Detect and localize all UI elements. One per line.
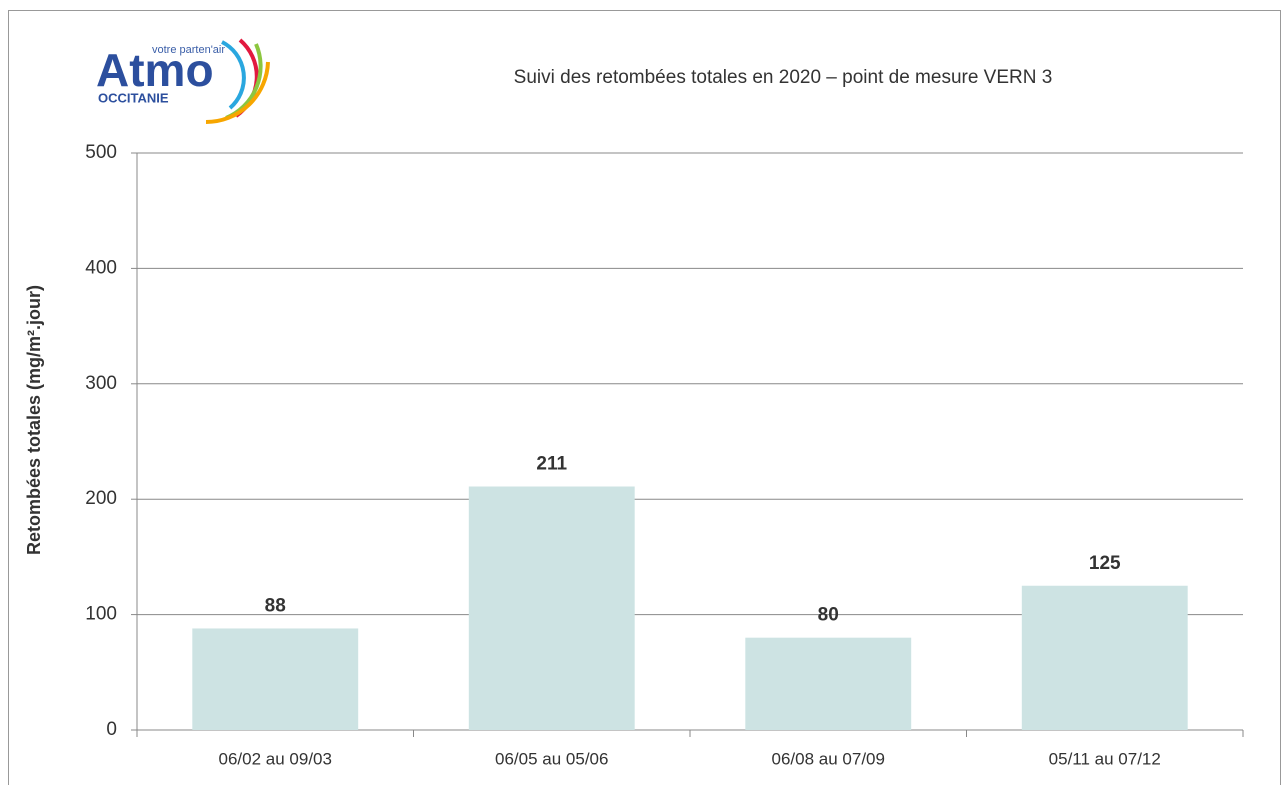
bar (468, 486, 635, 730)
data-label: 80 (818, 605, 839, 626)
frame (8, 10, 1281, 785)
y-tick-label: 0 (106, 719, 117, 740)
bar (745, 637, 912, 730)
x-tick-label: 06/08 au 07/09 (772, 749, 885, 768)
y-tick-label: 200 (85, 488, 117, 509)
y-tick-label: 500 (85, 142, 117, 163)
data-label: 125 (1089, 553, 1121, 574)
y-tick-label: 400 (85, 257, 117, 278)
logo-name: Atmo (96, 44, 214, 96)
logo-arc (205, 61, 270, 124)
data-label: 211 (536, 454, 567, 475)
data-label: 88 (265, 595, 286, 616)
logo-region: OCCITANIE (98, 90, 169, 105)
x-tick-label: 06/02 au 09/03 (219, 749, 332, 768)
logo-arc (221, 40, 246, 110)
bar (1021, 585, 1188, 730)
y-axis-label: Retombées totales (mg/m².jour) (24, 285, 44, 555)
x-tick-label: 06/05 au 05/06 (495, 749, 608, 768)
logo: votre parten'air Atmo OCCITANIE (96, 38, 270, 124)
chart-title: Suivi des retombées totales en 2020 – po… (514, 67, 1053, 88)
y-tick-label: 300 (85, 373, 117, 394)
bar (192, 628, 359, 730)
x-tick-label: 05/11 au 07/12 (1049, 749, 1161, 768)
logo-tagline: votre parten'air (152, 44, 225, 56)
y-tick-label: 100 (85, 604, 117, 625)
